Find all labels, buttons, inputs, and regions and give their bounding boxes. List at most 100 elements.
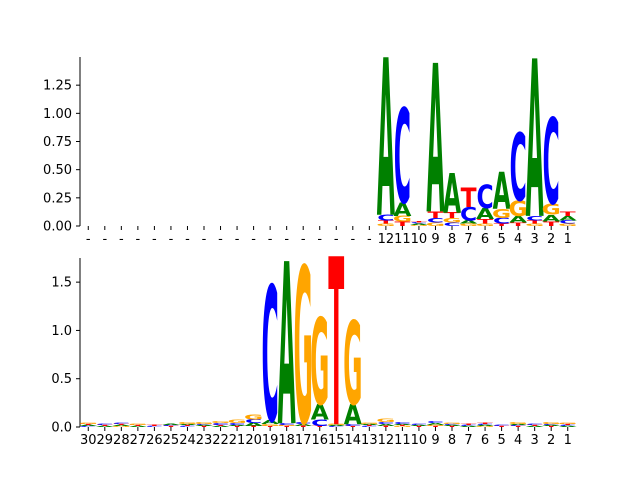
logo-letter-C: C bbox=[510, 114, 527, 222]
logo-letter-A: A bbox=[559, 215, 578, 222]
logo-letter-G: G bbox=[211, 421, 230, 424]
logo-letter-G: G bbox=[194, 422, 213, 425]
logo-letter-G: G bbox=[459, 223, 478, 227]
logo-letter-C: C bbox=[278, 423, 295, 426]
logo-letter-G: G bbox=[409, 225, 428, 227]
y-tick-label: 1.25 bbox=[43, 79, 72, 94]
logo-letter-G: G bbox=[393, 426, 412, 428]
logo-letter-C: C bbox=[195, 424, 212, 426]
logo-letter-C: C bbox=[543, 95, 560, 231]
logo-letter-G: G bbox=[525, 223, 544, 227]
x-tick-label: - bbox=[185, 232, 190, 247]
logo-letter-T: T bbox=[477, 218, 493, 225]
y-tick-label: 1.5 bbox=[51, 276, 72, 291]
x-tick-label: - bbox=[301, 232, 306, 247]
logo-letter-C: C bbox=[427, 217, 444, 224]
logo-letter-A: A bbox=[178, 424, 196, 426]
x-tick-label: 6 bbox=[481, 433, 489, 448]
x-tick-label: 18 bbox=[278, 433, 295, 448]
logo-letter-G: G bbox=[475, 223, 494, 227]
logo-letter-C: C bbox=[477, 424, 494, 426]
logo-letter-C: C bbox=[80, 426, 97, 428]
y-tick-label: 0.25 bbox=[43, 191, 72, 206]
x-tick-label: 25 bbox=[163, 433, 180, 448]
logo-letter-C: C bbox=[361, 426, 378, 428]
logo-letter-G: G bbox=[509, 422, 528, 425]
logo-letter-A: A bbox=[327, 425, 345, 427]
logo-letter-C: C bbox=[559, 219, 576, 225]
x-tick-label: 20 bbox=[245, 433, 262, 448]
x-tick-label: 8 bbox=[448, 433, 456, 448]
logo-letter-T: T bbox=[246, 426, 263, 428]
logo-letter-A: A bbox=[443, 425, 461, 427]
y-tick-label: 0.5 bbox=[51, 372, 72, 387]
x-tick-label: 4 bbox=[514, 232, 522, 247]
logo-letter-C: C bbox=[543, 424, 560, 426]
logo-letter-G: G bbox=[277, 425, 296, 427]
logo-letter-A: A bbox=[245, 422, 263, 427]
x-tick-label: 1 bbox=[564, 232, 572, 247]
y-tick-label: 0.50 bbox=[43, 163, 72, 178]
logo-letter-G: G bbox=[294, 224, 313, 473]
logo-letter-A: A bbox=[162, 424, 180, 426]
logo-letter-G: G bbox=[112, 426, 131, 428]
x-tick-label: 5 bbox=[497, 232, 505, 247]
logo-letter-T: T bbox=[494, 426, 511, 428]
logo-letter-C: C bbox=[427, 421, 444, 424]
logo-letter-T: T bbox=[477, 423, 494, 425]
logo-letter-T: T bbox=[97, 425, 114, 427]
logo-letter-T: T bbox=[113, 424, 130, 426]
x-tick-label: 28 bbox=[113, 433, 130, 448]
x-tick-label: 3 bbox=[531, 232, 539, 247]
logo-letter-G: G bbox=[426, 425, 445, 427]
logo-letter-A: A bbox=[493, 163, 511, 222]
logo-letter-C: C bbox=[493, 425, 510, 427]
logo-letter-A: A bbox=[460, 219, 478, 225]
logo-letter-T: T bbox=[560, 210, 576, 217]
logo-letter-T: T bbox=[163, 426, 180, 428]
logo-letter-G: G bbox=[426, 222, 445, 228]
x-tick-label: - bbox=[136, 232, 141, 247]
logo-letter-A: A bbox=[228, 425, 246, 427]
logo-letter-G: G bbox=[376, 223, 395, 227]
logo-letter-C: C bbox=[526, 424, 543, 426]
logo-letter-C: C bbox=[344, 424, 361, 427]
logo-letter-T: T bbox=[444, 211, 460, 220]
logo-letter-C: C bbox=[96, 424, 113, 426]
logo-letter-T: T bbox=[378, 219, 395, 225]
x-tick-label: 30 bbox=[80, 433, 97, 448]
x-tick-label: 13 bbox=[361, 433, 378, 448]
logo-letter-C: C bbox=[510, 425, 527, 427]
logo-letter-T: T bbox=[361, 425, 378, 427]
y-tick-label: 1.0 bbox=[51, 324, 72, 339]
logo-letter-T: T bbox=[394, 221, 410, 228]
x-tick-label: - bbox=[218, 232, 223, 247]
logo-letter-A: A bbox=[278, 218, 296, 477]
logo-letter-G: G bbox=[327, 424, 346, 426]
x-tick-label: 4 bbox=[514, 433, 522, 448]
y-tick-label: 0.00 bbox=[43, 220, 72, 235]
logo-letter-C: C bbox=[394, 83, 411, 233]
x-tick-label: - bbox=[235, 232, 240, 247]
logo-letter-A: A bbox=[96, 426, 114, 428]
logo-letter-C: C bbox=[394, 422, 411, 425]
logo-letter-G: G bbox=[475, 426, 494, 428]
bottom-logo-panel: 0.00.51.01.5CATG30ATC29GATC28ATG27CT26TC… bbox=[51, 210, 577, 479]
x-tick-label: 12 bbox=[378, 433, 395, 448]
logo-letter-T: T bbox=[394, 425, 411, 427]
logo-letter-A: A bbox=[393, 424, 411, 426]
logo-letter-T: T bbox=[560, 424, 577, 426]
x-tick-label: - bbox=[202, 232, 207, 247]
x-tick-label: 7 bbox=[464, 232, 472, 247]
logo-letter-A: A bbox=[360, 424, 378, 426]
logo-letter-C: C bbox=[377, 214, 394, 223]
logo-letter-A: A bbox=[261, 419, 279, 425]
logo-letter-C: C bbox=[443, 222, 460, 228]
logo-letter-C: C bbox=[179, 426, 196, 428]
logo-letter-G: G bbox=[393, 215, 412, 224]
logo-letter-C: C bbox=[162, 425, 179, 427]
logo-letter-T: T bbox=[328, 210, 344, 479]
x-tick-label: 2 bbox=[547, 433, 555, 448]
